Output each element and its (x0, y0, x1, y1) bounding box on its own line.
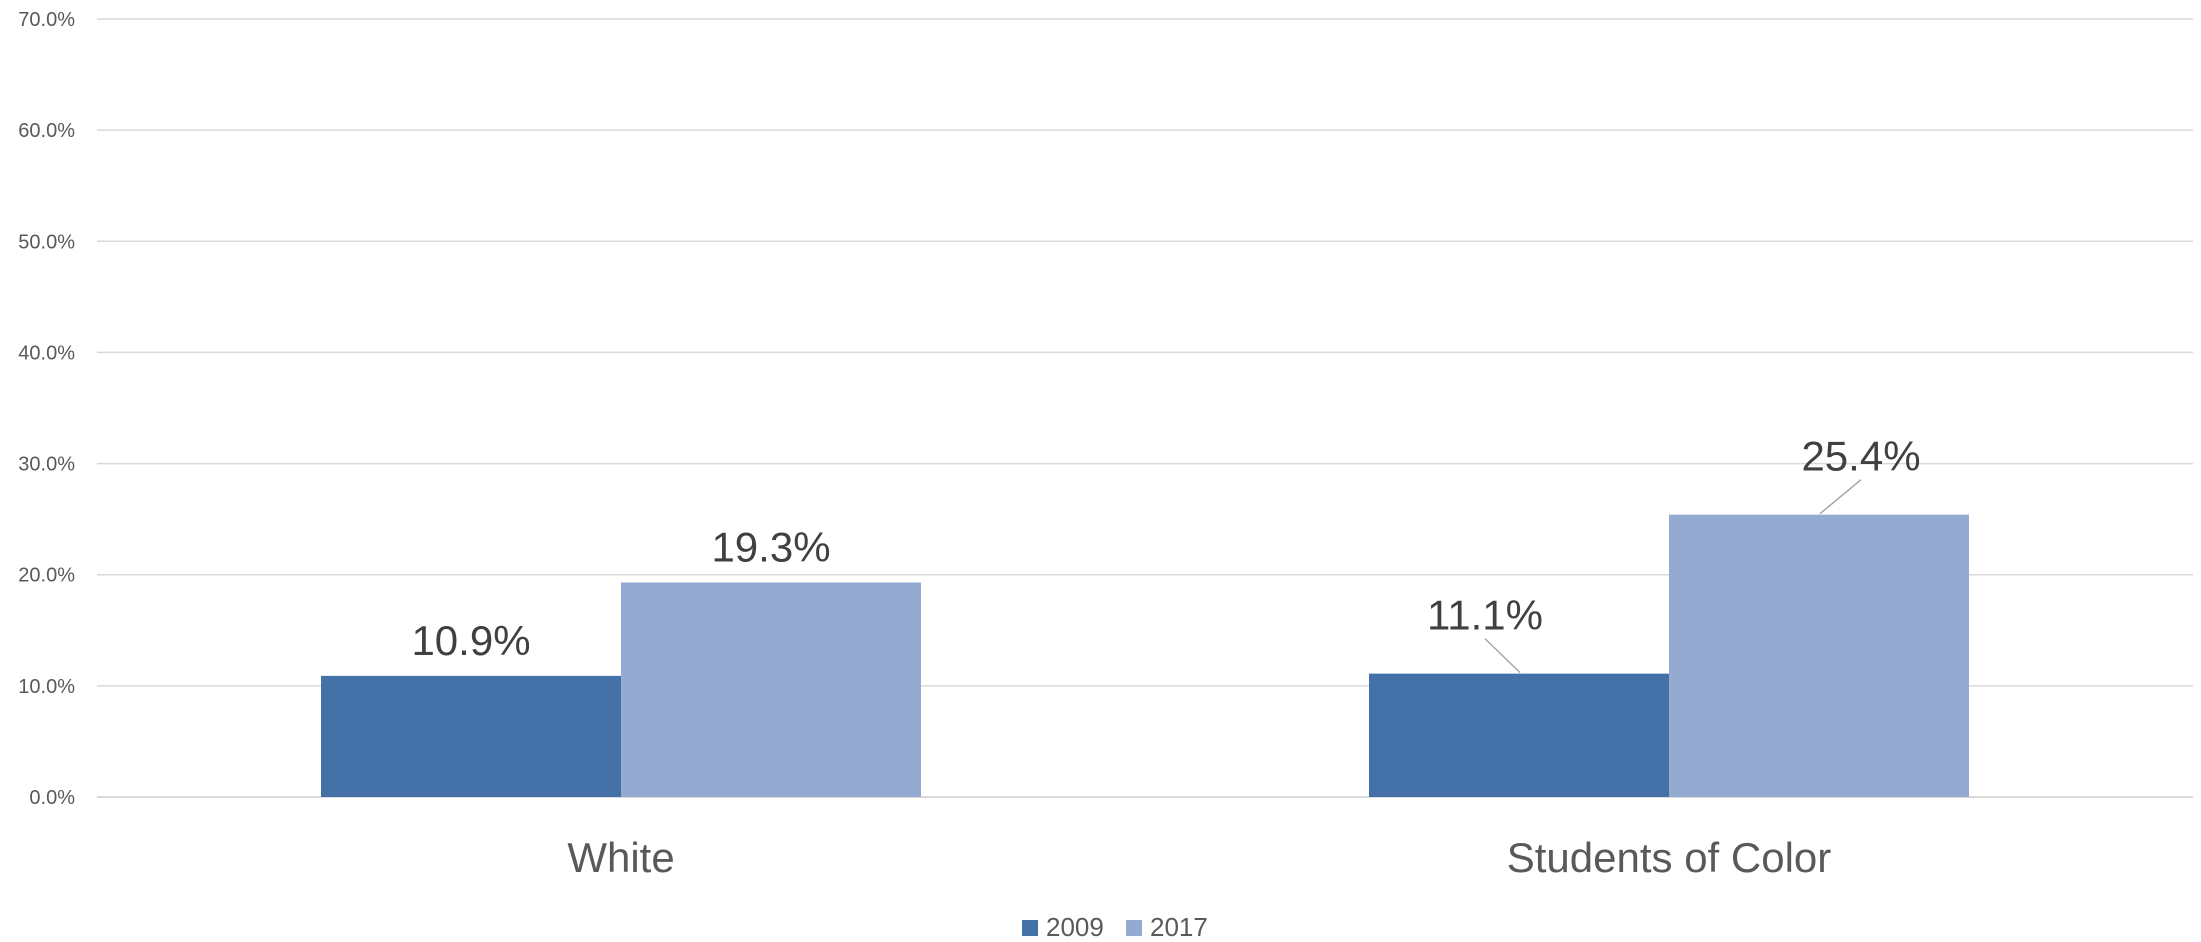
y-tick-label: 0.0% (29, 787, 75, 809)
y-tick-label: 60.0% (18, 120, 75, 142)
bars (321, 514, 1969, 797)
x-axis-category-labels: White Students of Color (567, 834, 1831, 881)
bar-2009 (321, 675, 621, 797)
data-label-leader (1484, 638, 1521, 674)
legend-swatch (1022, 920, 1038, 936)
data-label: 19.3% (711, 523, 830, 570)
y-tick-label: 10.0% (18, 676, 75, 698)
bar-2017 (1669, 514, 1969, 797)
y-tick-label: 30.0% (18, 454, 75, 476)
y-tick-label: 70.0% (18, 9, 75, 31)
x-category-label: White (567, 834, 674, 881)
data-label-leader (1819, 479, 1862, 515)
data-label: 25.4% (1801, 433, 1920, 480)
data-label: 10.9% (411, 617, 530, 664)
bar-2017 (621, 582, 921, 797)
legend: 2009 2017 (1022, 912, 1208, 942)
y-tick-label: 50.0% (18, 231, 75, 253)
x-category-label: Students of Color (1507, 834, 1832, 881)
legend-label: 2009 (1046, 912, 1104, 942)
bar-2009 (1369, 673, 1669, 797)
data-labels: 10.9% 19.3% 11.1% 25.4% (411, 433, 1921, 674)
data-label: 11.1% (1427, 592, 1543, 639)
y-tick-label: 40.0% (18, 342, 75, 364)
legend-label: 2017 (1150, 912, 1208, 942)
y-tick-label: 20.0% (18, 565, 75, 587)
legend-swatch (1126, 920, 1142, 936)
y-axis-tick-labels: 0.0% 10.0% 20.0% 30.0% 40.0% 50.0% 60.0% 70.0% (18, 9, 75, 809)
